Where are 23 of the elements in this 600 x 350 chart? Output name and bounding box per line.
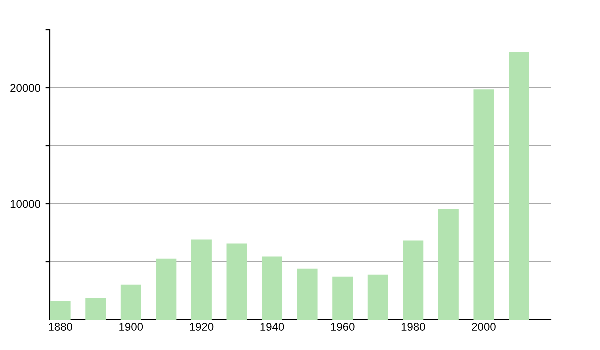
bar xyxy=(156,258,177,320)
x-tick-label: 1900 xyxy=(120,323,144,331)
bar xyxy=(191,240,212,320)
bar xyxy=(297,268,318,320)
bar xyxy=(332,276,354,320)
x-tick-label: 1940 xyxy=(260,323,284,331)
bar xyxy=(474,90,494,320)
y-tick-label: 20000 xyxy=(10,84,41,92)
bar xyxy=(368,274,388,320)
x-tick-label: 1920 xyxy=(190,323,214,331)
bar xyxy=(226,244,248,320)
bar xyxy=(120,284,142,320)
x-tick-label: 1880 xyxy=(49,323,73,331)
x-tick-label: 2000 xyxy=(472,323,496,331)
x-tick-label: 1980 xyxy=(402,323,426,331)
bar xyxy=(86,298,106,320)
bar xyxy=(50,300,71,320)
x-tick-label: 1960 xyxy=(331,323,355,331)
bar xyxy=(262,256,283,320)
bar xyxy=(403,240,424,320)
bar xyxy=(509,52,530,320)
y-tick-label: 10000 xyxy=(10,200,41,208)
bar xyxy=(438,208,459,320)
